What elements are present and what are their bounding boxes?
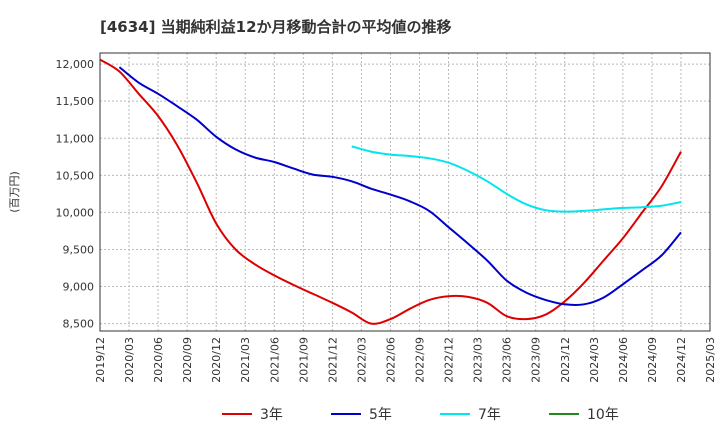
x-tick-label: 2019/12 — [94, 337, 107, 383]
x-tick-label: 2022/03 — [355, 337, 368, 383]
chart-title: [4634] 当期純利益12か月移動合計の平均値の推移 — [100, 18, 452, 36]
x-axis-ticks: 2019/12 2020/03 2020/06 2020/09 2020/12 2021/… — [94, 337, 717, 383]
x-tick-label: 2024/06 — [617, 337, 630, 383]
x-tick-label: 2025/03 — [704, 337, 717, 383]
legend: 3年 5年 7年 10年 — [222, 407, 619, 423]
y-tick-label: 9,500 — [63, 243, 95, 256]
y-tick-label: 12,000 — [56, 58, 95, 71]
x-tick-label: 2022/12 — [443, 337, 456, 383]
y-tick-label: 10,000 — [56, 206, 95, 219]
x-tick-label: 2023/09 — [530, 337, 543, 383]
y-tick-label: 10,500 — [56, 169, 95, 182]
x-tick-label: 2022/09 — [414, 337, 427, 383]
legend-label-4: 10年 — [587, 407, 619, 423]
x-tick-label: 2024/12 — [675, 337, 688, 383]
plot-frame — [99, 52, 711, 332]
legend-label-3: 7年 — [478, 407, 501, 423]
x-tick-label: 2024/03 — [588, 337, 601, 383]
x-tick-label: 2021/03 — [239, 337, 252, 383]
y-axis-label: (百万円) — [8, 171, 21, 213]
x-tick-label: 2021/06 — [268, 337, 281, 383]
y-axis-ticks: 8,500 9,000 9,500 10,000 10,500 11,000 11,500 1… — [56, 58, 95, 330]
x-tick-label: 2021/12 — [326, 337, 339, 383]
x-tick-label: 2022/06 — [384, 337, 397, 383]
grid — [99, 53, 711, 331]
x-tick-label: 2020/03 — [123, 337, 136, 383]
x-tick-label: 2023/03 — [472, 337, 485, 383]
y-tick-label: 8,500 — [63, 318, 95, 331]
series-lines — [99, 58, 682, 325]
series-line-1 — [99, 58, 682, 325]
legend-label-2: 5年 — [369, 407, 392, 423]
x-tick-label: 2020/09 — [181, 337, 194, 383]
x-tick-label: 2023/12 — [559, 337, 572, 383]
y-tick-label: 11,000 — [56, 132, 95, 145]
series-line-2 — [118, 66, 682, 307]
x-tick-label: 2023/06 — [501, 337, 514, 383]
x-tick-label: 2024/09 — [646, 337, 659, 383]
y-tick-label: 11,500 — [56, 95, 95, 108]
x-tick-label: 2020/06 — [152, 337, 165, 383]
series-line-3 — [351, 145, 682, 213]
y-tick-label: 9,000 — [63, 281, 95, 294]
legend-label-1: 3年 — [260, 407, 283, 423]
x-tick-label: 2021/09 — [297, 337, 310, 383]
x-tick-label: 2020/12 — [210, 337, 223, 383]
